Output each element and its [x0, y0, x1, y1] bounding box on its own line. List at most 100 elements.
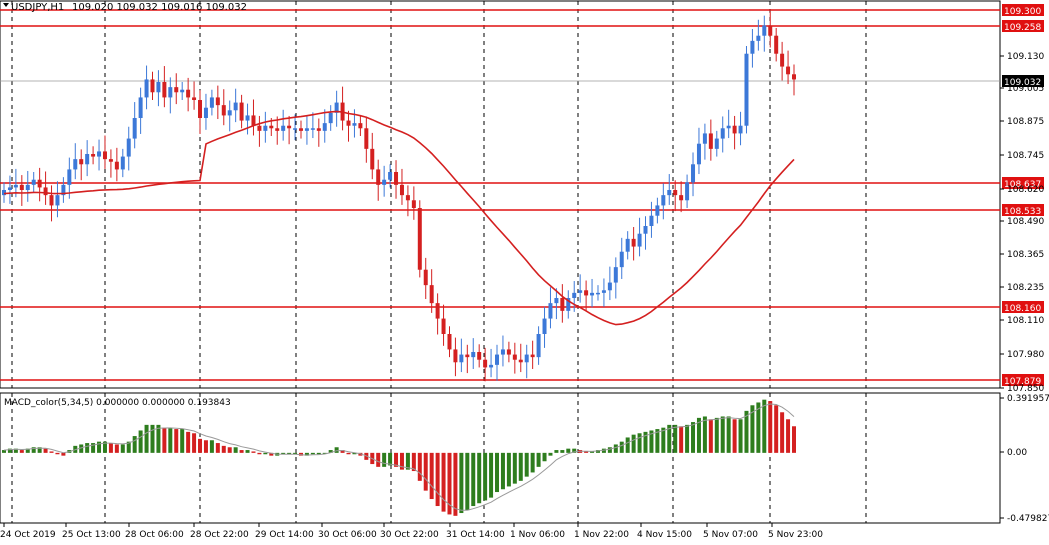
macd-bar [245, 450, 250, 453]
candle-body [744, 53, 749, 126]
macd-bar [79, 444, 84, 453]
candle-body [441, 318, 446, 334]
macd-bar [524, 452, 529, 477]
candle-body [203, 107, 208, 118]
macd-bar [358, 452, 363, 456]
macd-bar [667, 424, 672, 453]
candle-body [411, 200, 416, 208]
macd-bar [489, 452, 494, 498]
candle-body [13, 184, 18, 188]
macd-bar [55, 452, 60, 455]
candle-body [762, 25, 767, 36]
candle-body [667, 190, 672, 196]
candle-body [720, 128, 725, 139]
candle-body [382, 179, 387, 185]
candle-body [209, 97, 214, 108]
macd-bar [108, 443, 113, 453]
macd-bar [293, 452, 298, 455]
candle-body [245, 115, 250, 121]
level-tag-label: 109.258 [1004, 23, 1041, 33]
macd-bar [352, 452, 357, 455]
candle-body [506, 349, 511, 355]
time-label: 1 Nov 22:00 [574, 530, 629, 540]
candle-body [530, 354, 535, 358]
macd-bar [554, 450, 559, 453]
macd-bar [138, 430, 143, 453]
macd-bar [429, 452, 434, 500]
vertical-grid [11, 1, 867, 523]
macd-bar [619, 441, 624, 453]
candle-body [702, 133, 707, 144]
macd-bar [388, 452, 393, 466]
candle-body [750, 40, 755, 54]
macd-bar [708, 419, 713, 453]
candle-body [471, 352, 476, 358]
macd-bar [613, 444, 618, 453]
macd-bar [435, 452, 440, 507]
macd-bar [512, 452, 517, 484]
time-label: 1 Nov 06:00 [510, 530, 565, 540]
candle-body [7, 187, 12, 190]
candle-body [198, 100, 203, 118]
candle-body [536, 334, 541, 358]
macd-bar [340, 450, 345, 453]
candle-body [708, 133, 713, 149]
candle-body [79, 159, 84, 165]
candle-body [738, 125, 743, 134]
price-tick-label: 108.745 [1007, 151, 1044, 161]
candle-body [174, 87, 179, 93]
moving-average-line [3, 110, 795, 326]
candle-body [453, 349, 458, 363]
macd-bar [150, 424, 155, 453]
macd-bar [726, 416, 731, 453]
candle-body [524, 354, 529, 363]
candle-body [310, 128, 315, 130]
time-label: 30 Oct 22:00 [380, 530, 439, 540]
candle-body [120, 156, 125, 170]
candle-body [726, 125, 731, 129]
macd-bar [156, 424, 161, 453]
macd-bar [625, 437, 630, 453]
candle-body [67, 169, 72, 185]
macd-bar [61, 452, 66, 456]
chevron-down-icon[interactable] [3, 3, 9, 7]
macd-bar [19, 450, 24, 453]
macd-tick-label: 0.391957 [1007, 394, 1049, 404]
macd-histogram [2, 399, 796, 516]
candle-body [132, 118, 137, 139]
macd-bar [471, 452, 476, 507]
candle-body [322, 123, 327, 131]
macd-bar [566, 448, 571, 453]
candle-body [685, 182, 690, 201]
level-tag-label: 107.879 [1004, 377, 1041, 387]
macd-bar [417, 452, 422, 481]
candle-body [43, 187, 48, 196]
candle-body [364, 128, 369, 149]
macd-bar [215, 443, 220, 453]
macd-bar [174, 429, 179, 453]
candle-body [696, 143, 701, 165]
macd-bar [132, 436, 137, 453]
macd-bar [792, 426, 796, 453]
current-price-label: 109.032 [1004, 78, 1041, 88]
macd-bar [643, 431, 648, 453]
candle-body [227, 110, 232, 116]
macd-bar [49, 451, 54, 453]
macd-bar [126, 441, 131, 453]
time-label: 28 Oct 22:00 [190, 530, 249, 540]
macd-bar [97, 441, 102, 453]
macd-bar [85, 443, 90, 453]
macd-bar [447, 452, 452, 515]
candle-body [221, 105, 226, 116]
macd-bar [601, 448, 606, 453]
time-label: 5 Nov 07:00 [703, 530, 758, 540]
macd-bar [251, 451, 256, 453]
candle-body [459, 354, 464, 363]
price-tick-label: 108.490 [1007, 217, 1044, 227]
macd-bar [483, 452, 488, 501]
level-tag [1002, 177, 1044, 189]
candle-body [613, 267, 618, 283]
candle-body [447, 334, 452, 350]
